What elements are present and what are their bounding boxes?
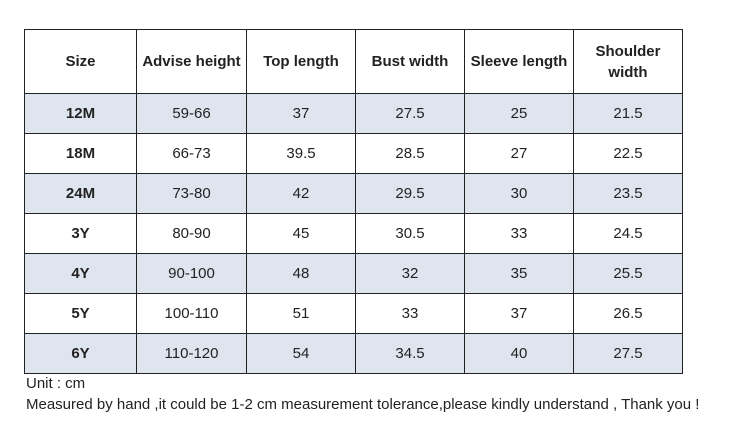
table-row: 24M 73-80 42 29.5 30 23.5 <box>24 173 683 214</box>
value-cell: 66-73 <box>136 133 247 174</box>
value-cell: 29.5 <box>355 173 465 214</box>
size-cell: 5Y <box>24 293 137 334</box>
header-cell: Advise height <box>136 29 247 94</box>
value-cell: 73-80 <box>136 173 247 214</box>
value-cell: 23.5 <box>573 173 683 214</box>
value-cell: 34.5 <box>355 333 465 374</box>
value-cell: 42 <box>246 173 356 214</box>
value-cell: 37 <box>246 93 356 134</box>
value-cell: 25.5 <box>573 253 683 294</box>
header-cell: Top length <box>246 29 356 94</box>
header-row: Size Advise height Top length Bust width Sle… <box>24 29 683 94</box>
value-cell: 45 <box>246 213 356 254</box>
value-cell: 22.5 <box>573 133 683 174</box>
header-cell: Size <box>24 29 137 94</box>
table-row: 12M 59-66 37 27.5 25 21.5 <box>24 93 683 134</box>
header-cell: Shoulder width <box>573 29 683 94</box>
value-cell: 26.5 <box>573 293 683 334</box>
value-cell: 32 <box>355 253 465 294</box>
table-row: 4Y 90-100 48 32 35 25.5 <box>24 253 683 294</box>
table-row: 6Y 110-120 54 34.5 40 27.5 <box>24 333 683 374</box>
size-cell: 6Y <box>24 333 137 374</box>
value-cell: 33 <box>355 293 465 334</box>
size-cell: 18M <box>24 133 137 174</box>
unit-note: Unit : cm <box>26 375 86 392</box>
size-cell: 24M <box>24 173 137 214</box>
value-cell: 25 <box>464 93 574 134</box>
header-cell: Bust width <box>355 29 465 94</box>
value-cell: 110-120 <box>136 333 247 374</box>
header-cell: Sleeve length <box>464 29 574 94</box>
value-cell: 100-110 <box>136 293 247 334</box>
value-cell: 51 <box>246 293 356 334</box>
table-row: 18M 66-73 39.5 28.5 27 22.5 <box>24 133 683 174</box>
value-cell: 21.5 <box>573 93 683 134</box>
value-cell: 39.5 <box>246 133 356 174</box>
size-cell: 3Y <box>24 213 137 254</box>
size-cell: 4Y <box>24 253 137 294</box>
value-cell: 80-90 <box>136 213 247 254</box>
size-table: Size Advise height Top length Bust width Sle… <box>24 29 683 374</box>
value-cell: 28.5 <box>355 133 465 174</box>
value-cell: 27.5 <box>355 93 465 134</box>
value-cell: 37 <box>464 293 574 334</box>
table-row: 3Y 80-90 45 30.5 33 24.5 <box>24 213 683 254</box>
value-cell: 27.5 <box>573 333 683 374</box>
tolerance-note: Measured by hand ,it could be 1-2 cm mea… <box>26 396 700 413</box>
value-cell: 30 <box>464 173 574 214</box>
value-cell: 59-66 <box>136 93 247 134</box>
size-cell: 12M <box>24 93 137 134</box>
value-cell: 48 <box>246 253 356 294</box>
value-cell: 27 <box>464 133 574 174</box>
value-cell: 24.5 <box>573 213 683 254</box>
value-cell: 30.5 <box>355 213 465 254</box>
table-row: 5Y 100-110 51 33 37 26.5 <box>24 293 683 334</box>
value-cell: 33 <box>464 213 574 254</box>
value-cell: 40 <box>464 333 574 374</box>
value-cell: 54 <box>246 333 356 374</box>
value-cell: 35 <box>464 253 574 294</box>
value-cell: 90-100 <box>136 253 247 294</box>
